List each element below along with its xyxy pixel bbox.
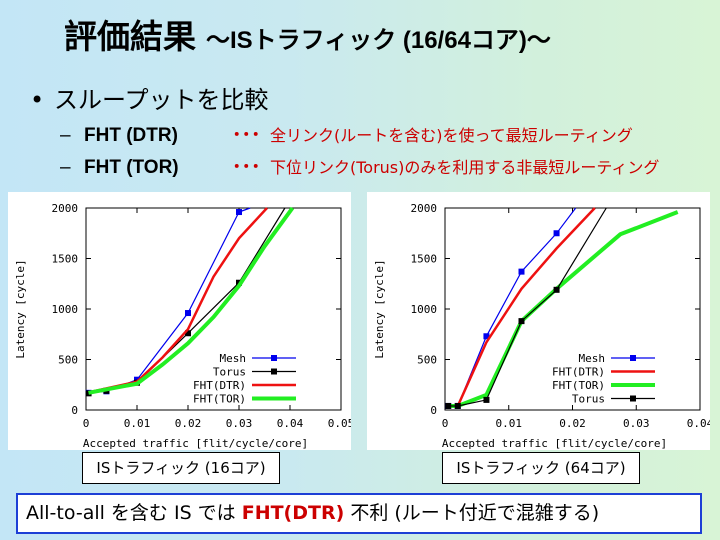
caption-16-core: ISトラフィック (16コア) (82, 452, 280, 484)
y-tick-label: 2000 (411, 202, 438, 215)
x-tick-label: 0.04 (687, 417, 710, 430)
x-tick-label: 0.02 (559, 417, 586, 430)
x-tick-label: 0.04 (277, 417, 304, 430)
subitem-dtr: – FHT (DTR) ･･･ 全リンク(ルートを含む)を使って最短ルーティング (60, 120, 633, 147)
y-tick-label: 500 (417, 354, 437, 367)
series-line-torus (88, 207, 286, 394)
subitem-label: FHT (TOR) (84, 157, 179, 178)
subitem-desc: 全リンク(ルートを含む)を使って最短ルーティング (270, 126, 633, 145)
conclusion-suffix: 不利 (ルート付近で混雑する) (344, 502, 600, 524)
chart-64-core: 0 500 1000 1500 2000 0 0.01 0.02 0.03 0.04 Accepte… (373, 202, 714, 450)
y-tick-label: 0 (430, 404, 437, 417)
x-tick-label: 0.02 (175, 417, 202, 430)
y-tick-label: 0 (71, 404, 78, 417)
x-axis-label: Accepted traffic [flit/cycle/core] (83, 437, 308, 450)
data-point-torus (518, 318, 525, 325)
y-tick-label: 1500 (411, 253, 438, 266)
subitem-desc: 下位リンク(Torus)のみを利用する非最短ルーティング (270, 158, 660, 177)
subitem-tor: – FHT (TOR) ･･･ 下位リンク(Torus)のみを利用する非最短ルー… (60, 152, 659, 179)
data-point-mesh (134, 376, 140, 383)
data-point-mesh (518, 268, 525, 275)
bullet-item: • スループットを比較 (30, 80, 269, 115)
conclusion-prefix: All-to-all を含む IS では (26, 502, 242, 524)
data-point-mesh (236, 209, 242, 216)
x-tick-label: 0.05 (328, 417, 351, 430)
legend-label-fht-tor: FHT(TOR) (193, 393, 246, 406)
legend-label-torus: Torus (572, 393, 605, 406)
x-tick-label: 0 (83, 417, 90, 430)
data-point-torus (185, 330, 191, 337)
legend-marker-mesh (630, 355, 636, 361)
x-tick-label: 0.03 (623, 417, 650, 430)
chart-panel-64: 0 500 1000 1500 2000 0 0.01 0.02 0.03 0.04 Accepte… (367, 192, 714, 450)
y-tick-label: 1000 (411, 303, 438, 316)
legend-marker-torus (630, 395, 636, 402)
data-point-torus (553, 286, 560, 293)
x-tick-label: 0 (442, 417, 449, 430)
bullet-marker: • (30, 86, 45, 114)
subitem-dots: ･･･ (232, 157, 261, 178)
legend-label-fht-tor: FHT(TOR) (552, 379, 605, 392)
legend-label-mesh: Mesh (220, 352, 247, 365)
data-point-torus (483, 396, 490, 403)
legend-label-mesh: Mesh (579, 352, 606, 365)
data-point-mesh (483, 333, 490, 340)
title-sub: ～ISトラフィック (16/64コア)～ (206, 27, 551, 54)
y-axis-label: Latency [cycle] (373, 259, 386, 358)
x-tick-label: 0.03 (226, 417, 253, 430)
legend-marker-torus (271, 368, 277, 375)
data-point-torus (445, 402, 452, 409)
y-tick-label: 2000 (52, 202, 79, 215)
subitem-dash: – (60, 157, 71, 178)
subitem-dash: – (60, 125, 71, 146)
y-tick-label: 1500 (52, 253, 79, 266)
data-point-torus (454, 402, 461, 409)
conclusion-box: All-to-all を含む IS では FHT(DTR) 不利 (ルート付近で… (16, 493, 702, 534)
caption-64-core: ISトラフィック (64コア) (442, 452, 640, 484)
page-title: 評価結果 ～ISトラフィック (16/64コア)～ (64, 10, 551, 56)
data-point-torus (85, 390, 92, 397)
chart-16-core: 0 500 1000 1500 2000 0 0.01 0.02 0.03 0.04 0.05 Acc… (14, 202, 354, 450)
legend-label-fht-dtr: FHT(DTR) (552, 366, 605, 379)
legend-marker-mesh (271, 355, 277, 361)
x-tick-label: 0.01 (496, 417, 523, 430)
chart-panel-16: 0 500 1000 1500 2000 0 0.01 0.02 0.03 0.04 0.05 Acc… (8, 192, 354, 450)
title-main: 評価結果 (64, 17, 196, 56)
x-tick-label: 0.01 (124, 417, 151, 430)
series-line-fht-tor (88, 206, 295, 395)
legend-label-torus: Torus (213, 366, 246, 379)
legend-label-fht-dtr: FHT(DTR) (193, 379, 246, 392)
subitem-dots: ･･･ (232, 125, 261, 146)
y-axis-label: Latency [cycle] (14, 259, 27, 358)
subitem-label: FHT (DTR) (84, 125, 178, 146)
conclusion-highlight: FHT(DTR) (241, 502, 345, 524)
data-point-mesh (553, 230, 560, 237)
y-tick-label: 1000 (52, 303, 79, 316)
y-tick-label: 500 (58, 354, 78, 367)
data-point-mesh (185, 310, 191, 317)
x-axis-label: Accepted traffic [flit/cycle/core] (442, 437, 667, 450)
bullet-text: スループットを比較 (54, 86, 269, 114)
